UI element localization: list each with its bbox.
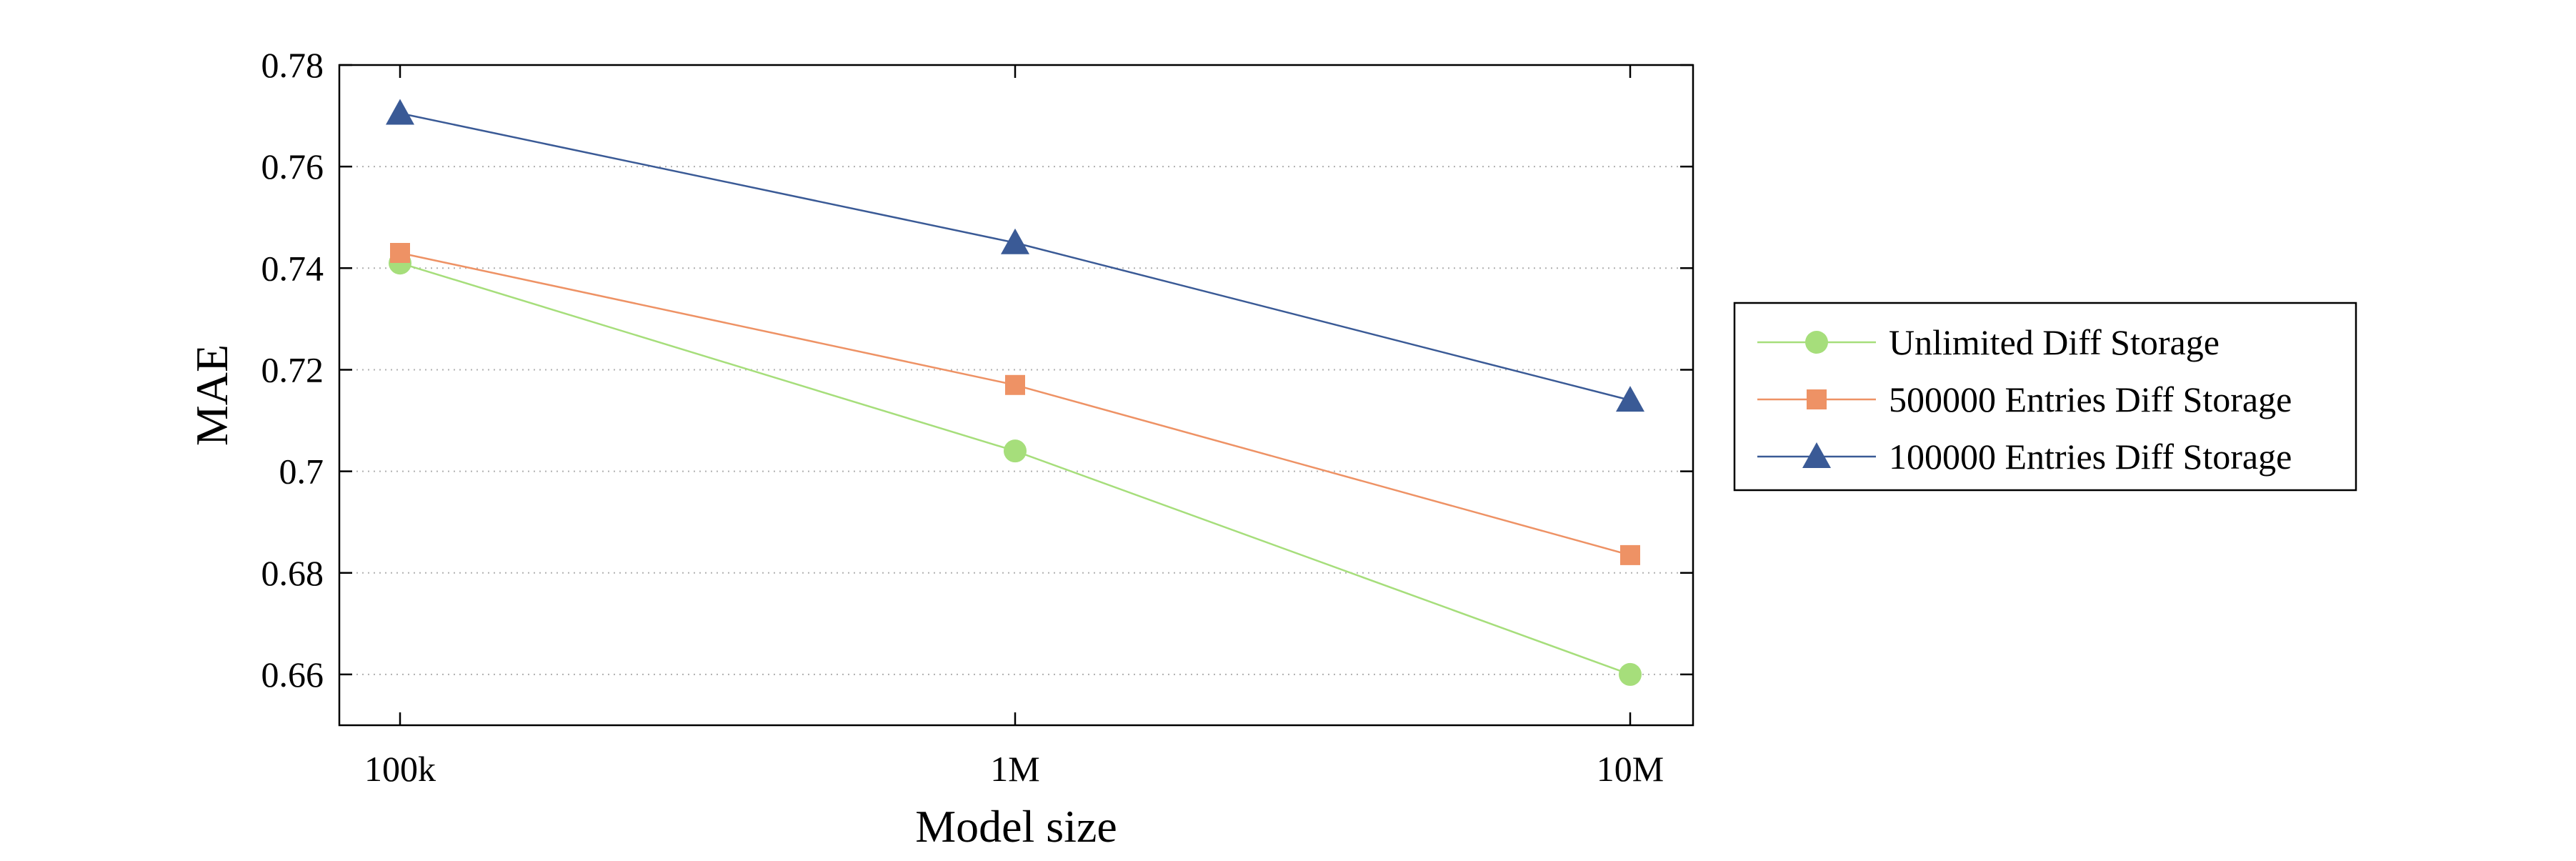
y-tick-label: 0.78 (261, 45, 324, 85)
x-tick-label: 1M (990, 749, 1039, 789)
legend-marker (1802, 442, 1831, 468)
y-tick-label: 0.66 (261, 655, 324, 695)
series-triangle (386, 99, 1644, 412)
series-square (390, 242, 1640, 565)
axis-ticks: 0.66 0.68 0.7 0.72 0.74 0.76 0.78 100k 1M 10M (261, 45, 1693, 789)
gridlines (339, 64, 1693, 675)
data-point (1001, 228, 1029, 254)
data-series (386, 99, 1644, 686)
y-tick-label: 0.74 (261, 248, 324, 288)
legend: Unlimited Diff Storage 500000 Entries Dif… (1733, 302, 2357, 492)
x-axis-label: Model size (915, 801, 1117, 852)
data-point (386, 99, 414, 125)
y-tick-label: 0.68 (261, 553, 324, 593)
data-point (1619, 662, 1642, 686)
plot-area-frame (338, 64, 1694, 727)
x-tick-label: 10M (1597, 749, 1664, 789)
series-line (399, 112, 1631, 402)
series-line (399, 262, 1631, 676)
data-point (1620, 544, 1640, 565)
data-point (1004, 439, 1027, 463)
legend-item: 500000 Entries Diff Storage (1757, 379, 2292, 419)
legend-marker (1807, 389, 1827, 409)
legend-label: 500000 Entries Diff Storage (1889, 379, 2292, 419)
data-point (1005, 374, 1025, 395)
legend-box (1733, 302, 2357, 492)
legend-label: 100000 Entries Diff Storage (1889, 437, 2292, 477)
x-tick-label: 100k (364, 749, 436, 789)
series-circle (389, 252, 1642, 686)
series-line (399, 252, 1631, 557)
legend-marker (1805, 331, 1828, 354)
legend-label: Unlimited Diff Storage (1889, 322, 2220, 362)
data-point (390, 242, 410, 263)
y-tick-label: 0.7 (279, 452, 324, 492)
y-tick-label: 0.72 (261, 349, 324, 389)
data-point (1616, 386, 1644, 412)
y-axis-label: MAE (186, 344, 237, 446)
y-tick-label: 0.76 (261, 146, 324, 186)
legend-item: Unlimited Diff Storage (1757, 322, 2220, 362)
legend-item: 100000 Entries Diff Storage (1757, 437, 2292, 477)
